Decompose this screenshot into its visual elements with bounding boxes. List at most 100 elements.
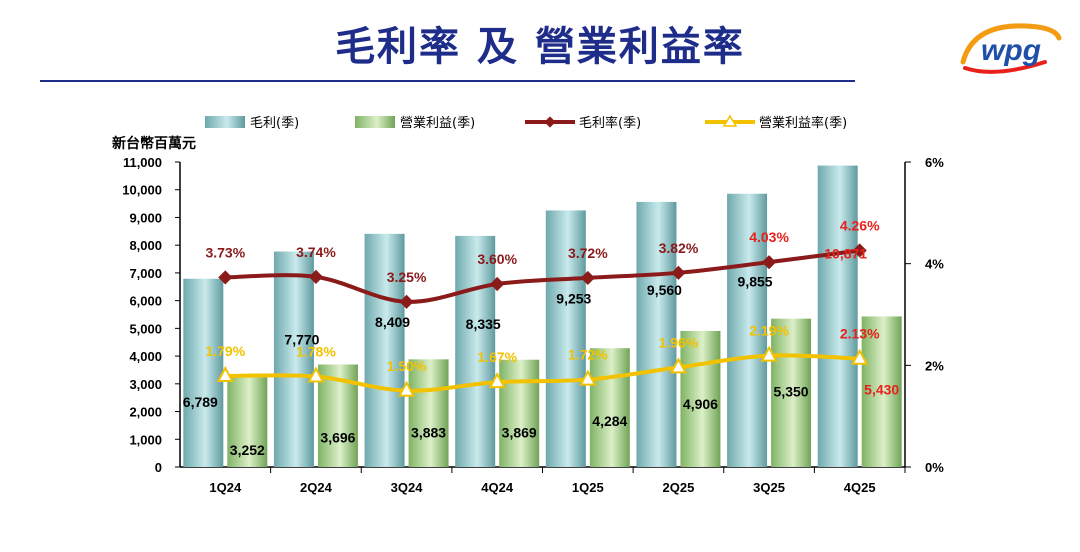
- point-operating-margin: [579, 369, 597, 386]
- y-tick-label: 10,000: [122, 183, 162, 198]
- bar-operating-profit: [589, 348, 630, 467]
- data-label-gross-margin: 3.25%: [387, 269, 427, 285]
- y-tick-label: 2,000: [129, 405, 162, 420]
- y-tick-label: 1,000: [129, 432, 162, 447]
- legend-label: 營業利益率(季): [759, 115, 847, 131]
- bar-gross-profit: [273, 251, 314, 467]
- x-tick-label: 3Q24: [391, 480, 424, 495]
- y2-tick-label: 2%: [925, 358, 944, 373]
- y-tick-label: 6,000: [129, 294, 162, 309]
- data-label-operating-profit: 3,883: [411, 424, 446, 440]
- point-gross-margin: [308, 269, 324, 284]
- legend-item: 營業利益(季): [355, 115, 475, 131]
- data-label-gross-margin: 3.73%: [205, 244, 245, 260]
- data-label-operating-profit: 3,696: [320, 430, 355, 446]
- data-labels: 6,789 7,770 8,409 8,335 9,253 9,560 9,855 10,87…: [183, 217, 900, 457]
- lines: [216, 243, 869, 397]
- data-label-operating-margin: 2.13%: [840, 326, 880, 342]
- bar-operating-profit: [499, 359, 540, 467]
- data-label-operating-margin: 2.19%: [749, 323, 789, 339]
- data-label-operating-profit: 4,284: [592, 413, 627, 429]
- data-label-gross-margin: 3.72%: [568, 245, 608, 261]
- data-label-gross-profit: 8,335: [466, 316, 501, 332]
- point-gross-margin: [761, 255, 777, 270]
- data-label-operating-margin: 1.67%: [477, 349, 517, 365]
- data-label-gross-margin: 3.74%: [296, 244, 336, 260]
- bars: [183, 165, 902, 467]
- bar-gross-profit: [183, 278, 224, 467]
- legend-item: 營業利益率(季): [705, 114, 847, 131]
- point-operating-margin: [760, 345, 778, 362]
- bar-operating-profit: [771, 318, 812, 467]
- bar-operating-profit: [861, 316, 902, 467]
- x-tick-label: 1Q24: [209, 480, 242, 495]
- legend-marker: [544, 116, 556, 128]
- bar-operating-profit: [227, 376, 268, 467]
- point-gross-margin: [580, 270, 595, 285]
- data-label-operating-margin: 1.50%: [387, 358, 427, 374]
- y-tick-label: 4,000: [129, 349, 162, 364]
- data-label-gross-profit: 6,789: [183, 394, 218, 410]
- data-label-gross-margin: 4.03%: [749, 229, 789, 245]
- data-label-gross-margin: 4.26%: [840, 217, 880, 233]
- wpg-logo: wpg: [960, 23, 1062, 74]
- legend-label: 毛利(季): [250, 116, 299, 131]
- x-tick-label: 1Q25: [572, 480, 604, 495]
- point-gross-margin: [671, 265, 686, 280]
- bar-gross-profit: [727, 193, 768, 467]
- point-operating-margin: [669, 357, 688, 374]
- axes: 0 1,000 2,000 3,000 4,000 5,000 6,000 7,000 8,00…: [122, 155, 944, 495]
- data-label-operating-margin: 1.78%: [296, 344, 336, 360]
- data-label-operating-profit: 3,869: [502, 425, 537, 441]
- x-tick-label: 4Q24: [481, 480, 514, 495]
- point-gross-margin: [852, 243, 867, 258]
- y-tick-label: 11,000: [123, 155, 162, 170]
- y-axis-unit-label: 新台幣百萬元: [112, 135, 196, 151]
- data-label-gross-profit: 9,253: [556, 290, 591, 306]
- point-operating-margin: [488, 371, 506, 389]
- bar-gross-profit: [817, 165, 858, 467]
- data-label-gross-profit: 7,770: [284, 332, 319, 348]
- y-tick-label: 5,000: [129, 321, 162, 336]
- y2-tick-label: 0%: [925, 460, 944, 475]
- data-label-gross-profit: 8,409: [375, 314, 410, 330]
- legend-marker: [722, 114, 738, 127]
- data-label-operating-profit: 3,252: [230, 442, 265, 458]
- legend-swatch: [205, 116, 245, 128]
- data-label-operating-margin: 1.72%: [568, 347, 608, 363]
- logo-text: wpg: [981, 34, 1041, 67]
- bar-gross-profit: [364, 233, 405, 467]
- data-label-operating-profit: 5,430: [864, 381, 899, 397]
- legend-label: 營業利益(季): [400, 115, 475, 131]
- point-operating-margin: [216, 365, 234, 383]
- legend-label: 毛利率(季): [579, 115, 641, 131]
- y-tick-label: 9,000: [129, 210, 162, 225]
- title-divider: [40, 80, 855, 82]
- data-label-operating-margin: 1.79%: [205, 343, 245, 359]
- y2-tick-label: 6%: [925, 155, 944, 170]
- data-label-gross-margin: 3.60%: [477, 251, 517, 267]
- line-operating-margin: [225, 353, 860, 393]
- bar-gross-profit: [636, 201, 677, 467]
- y-tick-label: 7,000: [129, 266, 162, 281]
- point-operating-margin: [851, 348, 869, 365]
- x-tick-label: 2Q25: [663, 480, 695, 495]
- data-label-operating-profit: 4,906: [683, 396, 718, 412]
- y2-tick-label: 4%: [925, 257, 944, 272]
- legend-item: 毛利(季): [205, 116, 299, 131]
- legend-swatch: [355, 116, 395, 128]
- line-gross-margin: [225, 248, 860, 304]
- point-gross-margin: [218, 270, 233, 285]
- data-label-gross-profit: 9,560: [647, 282, 682, 298]
- y-tick-label: 0: [155, 460, 162, 475]
- bar-operating-profit: [408, 359, 449, 467]
- x-tick-label: 2Q24: [300, 480, 333, 495]
- legend-item: 毛利率(季): [525, 115, 641, 131]
- data-label-operating-margin: 1.96%: [659, 334, 699, 350]
- data-label-operating-profit: 5,350: [774, 384, 809, 400]
- y-tick-label: 3,000: [129, 377, 162, 392]
- x-tick-label: 4Q25: [844, 480, 876, 495]
- point-gross-margin: [490, 276, 505, 292]
- page-title: 毛利率 及 營業利益率: [335, 24, 745, 70]
